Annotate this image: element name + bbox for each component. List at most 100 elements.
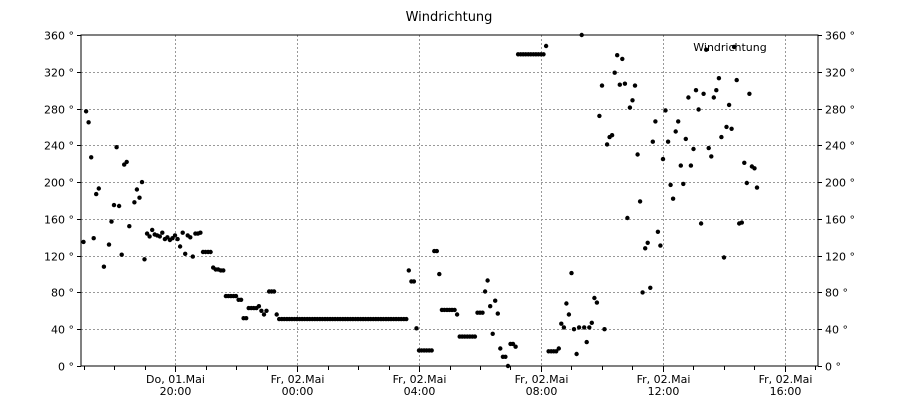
data-point [668, 182, 673, 188]
y-tick-label-left: 200 ° [44, 177, 74, 190]
data-point [683, 136, 688, 142]
data-point [172, 233, 178, 238]
data-point [632, 83, 638, 88]
data-point [650, 139, 655, 144]
data-point [406, 268, 411, 273]
data-point [584, 339, 589, 345]
data-point [622, 81, 628, 86]
x-tick-label-date: Fr, 02.Mai [637, 373, 691, 386]
data-point [264, 308, 269, 313]
data-point [592, 295, 597, 301]
data-point [701, 91, 706, 97]
data-point [183, 251, 188, 256]
data-point [678, 163, 683, 168]
data-point [716, 76, 722, 81]
data-point [429, 348, 434, 353]
data-point [91, 236, 96, 241]
y-tick-label-left: 120 ° [44, 251, 74, 264]
y-tick-label-right: 40 ° [825, 324, 848, 337]
data-point [670, 196, 676, 201]
y-tick-label-left: 160 ° [44, 214, 74, 227]
data-point [752, 166, 757, 171]
data-point [579, 32, 584, 38]
data-point [706, 145, 711, 151]
data-point [434, 248, 439, 254]
data-point [83, 109, 89, 114]
data-point [739, 220, 744, 225]
data-point [482, 289, 488, 294]
data-point [645, 240, 650, 245]
data-point [505, 363, 511, 369]
data-point [541, 52, 546, 57]
data-point [559, 321, 564, 326]
data-point [490, 331, 495, 336]
x-tick-label-time: 12:00 [648, 385, 680, 398]
data-point [208, 249, 213, 255]
data-point [726, 102, 732, 108]
data-point [566, 312, 572, 317]
legend-label: Windrichtung [693, 41, 766, 54]
data-point [556, 346, 561, 351]
data-point [582, 325, 587, 330]
data-point [170, 236, 175, 241]
data-point [137, 195, 142, 200]
data-point [754, 185, 760, 190]
data-point [721, 255, 727, 260]
y-tick-label-left: 40 ° [51, 324, 74, 337]
data-point [658, 243, 663, 248]
x-tick-label-time: 16:00 [770, 385, 802, 398]
data-point [119, 252, 124, 257]
data-point [414, 326, 419, 331]
data-point [594, 300, 600, 305]
data-point [127, 224, 132, 229]
data-point [604, 142, 610, 147]
x-tick-label-time: 08:00 [526, 385, 558, 398]
data-point [676, 119, 681, 124]
data-point [259, 308, 264, 313]
data-point [660, 156, 666, 162]
data-point [612, 70, 617, 75]
data-point [452, 307, 457, 313]
data-point [635, 152, 640, 157]
data-point [719, 134, 724, 140]
data-point [106, 242, 112, 247]
data-point [571, 327, 577, 332]
data-point [134, 187, 140, 192]
grid [81, 35, 818, 366]
ticks: 0 ° 0 ° 40 ° 40 ° 80 ° 80 ° 120 ° 120 ° 160 ° 160… [44, 30, 855, 399]
data-point [554, 349, 559, 354]
y-tick-label-left: 0 ° [58, 361, 74, 374]
data-point [271, 289, 277, 294]
data-point [681, 181, 686, 187]
y-tick-label-right: 80 ° [825, 287, 848, 300]
y-tick-label-right: 200 ° [825, 177, 855, 190]
data-point [188, 235, 193, 240]
data-point [157, 234, 162, 239]
data-point [665, 139, 671, 144]
data-point [673, 129, 678, 134]
chart-title: Windrichtung [406, 10, 493, 25]
y-tick-label-left: 320 ° [44, 67, 74, 80]
data-point [454, 312, 460, 317]
x-tick-label-date: Fr, 02.Mai [271, 373, 325, 386]
x-tick-label-date: Fr, 02.Mai [515, 373, 569, 386]
data-point [734, 77, 739, 83]
data-point [709, 154, 714, 159]
data-point [686, 95, 691, 100]
y-tick-label-right: 280 ° [825, 104, 855, 117]
data-point [513, 344, 518, 349]
data-point [498, 346, 503, 351]
data-point [724, 124, 729, 130]
data-point [503, 354, 508, 359]
data-point [630, 98, 635, 103]
x-tick-label-date: Do, 01.Mai [146, 373, 205, 386]
data-point [139, 179, 145, 185]
data-point [510, 341, 516, 347]
data-point [480, 310, 485, 315]
data-point [233, 293, 239, 299]
data-point [437, 271, 442, 277]
data-point [693, 88, 699, 93]
data-point [244, 316, 249, 321]
y-tick-label-left: 280 ° [44, 104, 74, 117]
